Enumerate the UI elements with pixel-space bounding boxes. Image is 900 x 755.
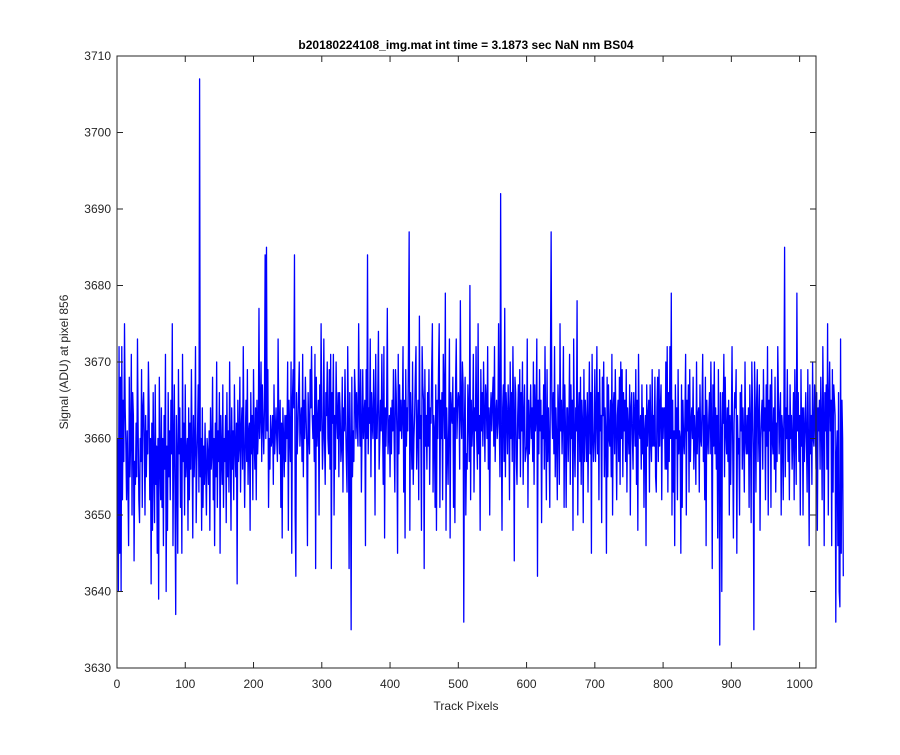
y-axis: 3630 3640 3650 3660 3670 3680 3690 3700 3710 (84, 49, 816, 675)
chart-title: b20180224108_img.mat int time = 3.1873 s… (298, 38, 634, 52)
x-tick-label: 0 (114, 677, 121, 691)
y-tick-label: 3640 (84, 585, 111, 599)
x-axis: 0 100 200 300 400 500 600 700 800 900 1000 (114, 56, 813, 691)
y-axis-label: Signal (ADU) at pixel 856 (57, 294, 71, 429)
y-tick-label: 3680 (84, 279, 111, 293)
x-tick-label: 700 (585, 677, 605, 691)
plot-area (117, 56, 816, 668)
x-axis-label: Track Pixels (434, 699, 499, 713)
y-tick-label: 3630 (84, 661, 111, 675)
x-tick-label: 100 (175, 677, 195, 691)
x-tick-label: 900 (721, 677, 741, 691)
y-tick-label: 3710 (84, 49, 111, 63)
x-tick-label: 400 (380, 677, 400, 691)
y-tick-label: 3690 (84, 202, 111, 216)
y-tick-label: 3670 (84, 355, 111, 369)
x-tick-label: 1000 (786, 677, 813, 691)
x-tick-label: 500 (448, 677, 468, 691)
series-line-0 (117, 78, 844, 646)
y-tick-label: 3650 (84, 508, 111, 522)
x-tick-label: 300 (312, 677, 332, 691)
y-tick-label: 3700 (84, 126, 111, 140)
x-tick-label: 800 (653, 677, 673, 691)
x-tick-label: 200 (244, 677, 264, 691)
y-tick-label: 3660 (84, 432, 111, 446)
x-tick-label: 600 (517, 677, 537, 691)
series-layer (117, 78, 844, 646)
